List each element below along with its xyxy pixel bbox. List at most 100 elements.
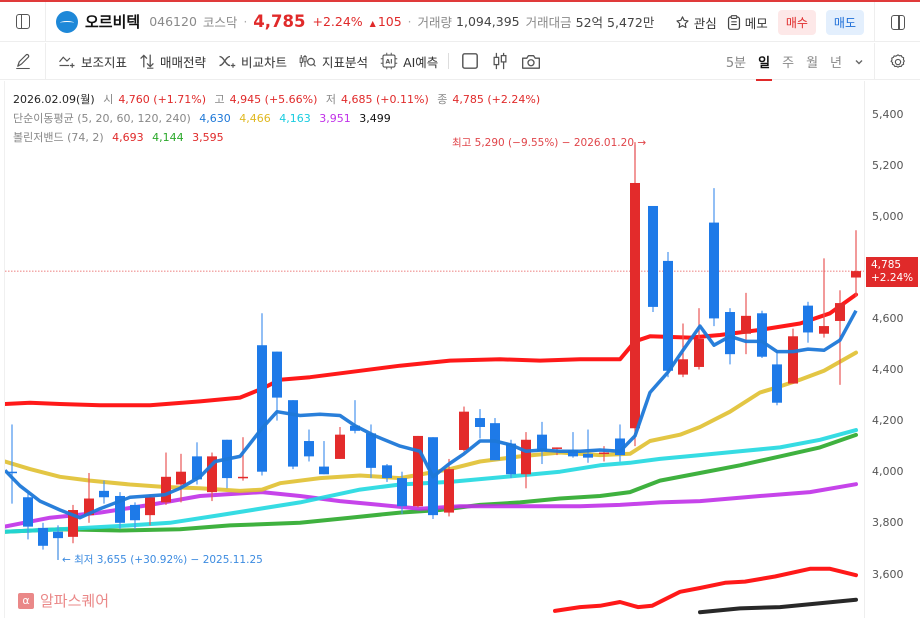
- current-price: 4,785: [253, 12, 306, 31]
- memo-button[interactable]: 메모: [727, 13, 768, 32]
- ma5-value: 4,630: [199, 112, 231, 125]
- compare-icon: [219, 55, 236, 68]
- toolbar-compare-chart-label: 비교차트: [241, 54, 288, 70]
- chart-type-button[interactable]: [491, 52, 509, 70]
- amount-label: 거래대금: [525, 15, 572, 30]
- toolbar-indicators-label: 보조지표: [81, 54, 128, 70]
- ma120-value: 3,951: [319, 112, 351, 125]
- stock-name[interactable]: 오르비텍: [85, 13, 141, 31]
- candlestick-icon: [493, 52, 507, 70]
- watermark-text: 알파스퀘어: [40, 592, 110, 610]
- camera-icon: [522, 54, 541, 69]
- bb-lower-value: 3,595: [192, 131, 224, 144]
- buy-button[interactable]: 매수: [777, 9, 816, 35]
- low-value: 4,685 (+0.11%): [341, 93, 429, 106]
- change-percent: +2.24%: [312, 14, 363, 29]
- change-amount: ▲ 105: [370, 14, 402, 29]
- bb-middle-value: 4,144: [152, 131, 184, 144]
- ai-chip-icon: AI: [380, 52, 398, 70]
- volume-value: 1,094,395: [456, 14, 520, 29]
- square-layout-icon: [462, 53, 479, 69]
- left-panel-icon: [15, 14, 30, 29]
- watermark: α 알파스퀘어: [18, 590, 109, 611]
- y-tick: 3,800: [872, 516, 904, 529]
- bollinger-info-row[interactable]: 볼린저밴드 (74, 2) 4,693 4,144 3,595: [13, 129, 229, 145]
- period-5min[interactable]: 5분: [725, 56, 747, 71]
- high-annotation: 최고 5,290 (−9.55%) − 2026.01.20 →: [452, 137, 647, 149]
- amount-value: 52억 5,472만: [575, 15, 655, 30]
- star-icon: [676, 15, 689, 28]
- period-selector: 5분 일 주 월 년: [725, 43, 864, 81]
- header-actions: 관심 메모 매수 매도: [675, 2, 864, 42]
- toolbar-ai-prediction[interactable]: AI AI예측: [380, 52, 438, 71]
- toolbar-divider: [448, 53, 450, 69]
- stock-logo: [56, 10, 78, 33]
- gear-icon: [890, 53, 905, 68]
- last-price-tag: 4,785 +2.24%: [866, 257, 918, 287]
- chart-toolbar: 보조지표 매매전략 비교차트 지표분석 AI AI예측 5분 일 주 월 년: [0, 42, 920, 81]
- drawing-tool-button[interactable]: [0, 42, 46, 80]
- y-tick: 5,400: [872, 108, 904, 121]
- sell-button[interactable]: 매도: [825, 9, 864, 35]
- ohlc-date: 2026.02.09(월): [13, 93, 95, 106]
- y-tick: 5,000: [872, 210, 904, 223]
- low-label: 저: [325, 93, 337, 106]
- ma-label: 단순이동평균 (5, 20, 60, 120, 240): [13, 112, 191, 125]
- separator-dot: ·: [243, 14, 248, 29]
- chart-left-border: [4, 81, 5, 618]
- close-value: 4,785 (+2.24%): [452, 93, 541, 106]
- toolbar-trade-strategy-label: 매매전략: [160, 54, 207, 70]
- toggle-right-panel-button[interactable]: [874, 2, 920, 42]
- bb-label: 볼린저밴드 (74, 2): [13, 131, 104, 144]
- up-triangle-icon: ▲: [369, 19, 376, 28]
- bb-upper-value: 4,693: [112, 131, 144, 144]
- low-annotation: ← 최저 3,655 (+30.92%) − 2025.11.25: [62, 554, 263, 566]
- y-tick: 5,200: [872, 159, 904, 172]
- candlestick-chart-canvas[interactable]: [0, 81, 920, 618]
- period-week[interactable]: 주: [782, 56, 795, 71]
- y-tick: 4,000: [872, 465, 904, 478]
- price-chart[interactable]: [0, 81, 920, 618]
- ohlc-info-row: 2026.02.09(월) 시 4,760 (+1.71%) 고 4,945 (+5…: [13, 91, 545, 107]
- period-month[interactable]: 월: [806, 56, 819, 71]
- toggle-left-panel-button[interactable]: [0, 1, 46, 42]
- screenshot-button[interactable]: [521, 53, 541, 70]
- stock-header: 오르비텍 046120 코스닥 · 4,785 +2.24% ▲ 105 · 거래…: [0, 1, 920, 42]
- y-tick: 4,200: [872, 414, 904, 427]
- chart-settings-button[interactable]: [874, 43, 920, 80]
- layout-button[interactable]: [461, 52, 479, 70]
- watchlist-label: 관심: [693, 15, 717, 31]
- change-amount-value: 105: [377, 14, 402, 29]
- toolbar-compare-chart[interactable]: 비교차트: [218, 52, 287, 71]
- chevron-down-icon[interactable]: [854, 57, 864, 67]
- high-label: 고: [214, 93, 225, 106]
- stock-market: 코스닥: [202, 15, 238, 30]
- last-price-value: 4,785: [871, 259, 902, 271]
- separator-dot: ·: [407, 14, 412, 29]
- trade-strategy-icon: [140, 54, 154, 69]
- toolbar-indicators[interactable]: 보조지표: [58, 52, 127, 71]
- toolbar-indicator-analysis[interactable]: 지표분석: [299, 52, 368, 71]
- watchlist-button[interactable]: 관심: [675, 13, 717, 32]
- right-panel-icon: [890, 14, 905, 30]
- period-year[interactable]: 년: [830, 56, 842, 71]
- toolbar-indicator-analysis-label: 지표분석: [322, 54, 369, 70]
- toolbar-trade-strategy[interactable]: 매매전략: [139, 52, 206, 71]
- y-tick: 3,600: [872, 568, 904, 581]
- ma60-value: 4,163: [279, 112, 311, 125]
- ma20-value: 4,466: [239, 112, 271, 125]
- pen-icon: [15, 53, 30, 70]
- ma240-value: 3,499: [359, 112, 391, 125]
- period-day[interactable]: 일: [756, 52, 773, 81]
- open-value: 4,760 (+1.71%): [118, 93, 207, 106]
- stock-code: 046120: [149, 14, 197, 29]
- top-accent-line: [0, 0, 920, 2]
- open-label: 시: [103, 93, 114, 106]
- last-price-pct: +2.24%: [871, 272, 914, 284]
- volume-label: 거래량: [417, 15, 453, 30]
- indicator-icon: [59, 56, 75, 68]
- y-tick: 4,400: [872, 363, 904, 376]
- alphasquare-logo-icon: α: [18, 592, 34, 609]
- y-axis-border: [864, 81, 865, 618]
- ma-info-row[interactable]: 단순이동평균 (5, 20, 60, 120, 240) 4,630 4,466…: [13, 110, 396, 126]
